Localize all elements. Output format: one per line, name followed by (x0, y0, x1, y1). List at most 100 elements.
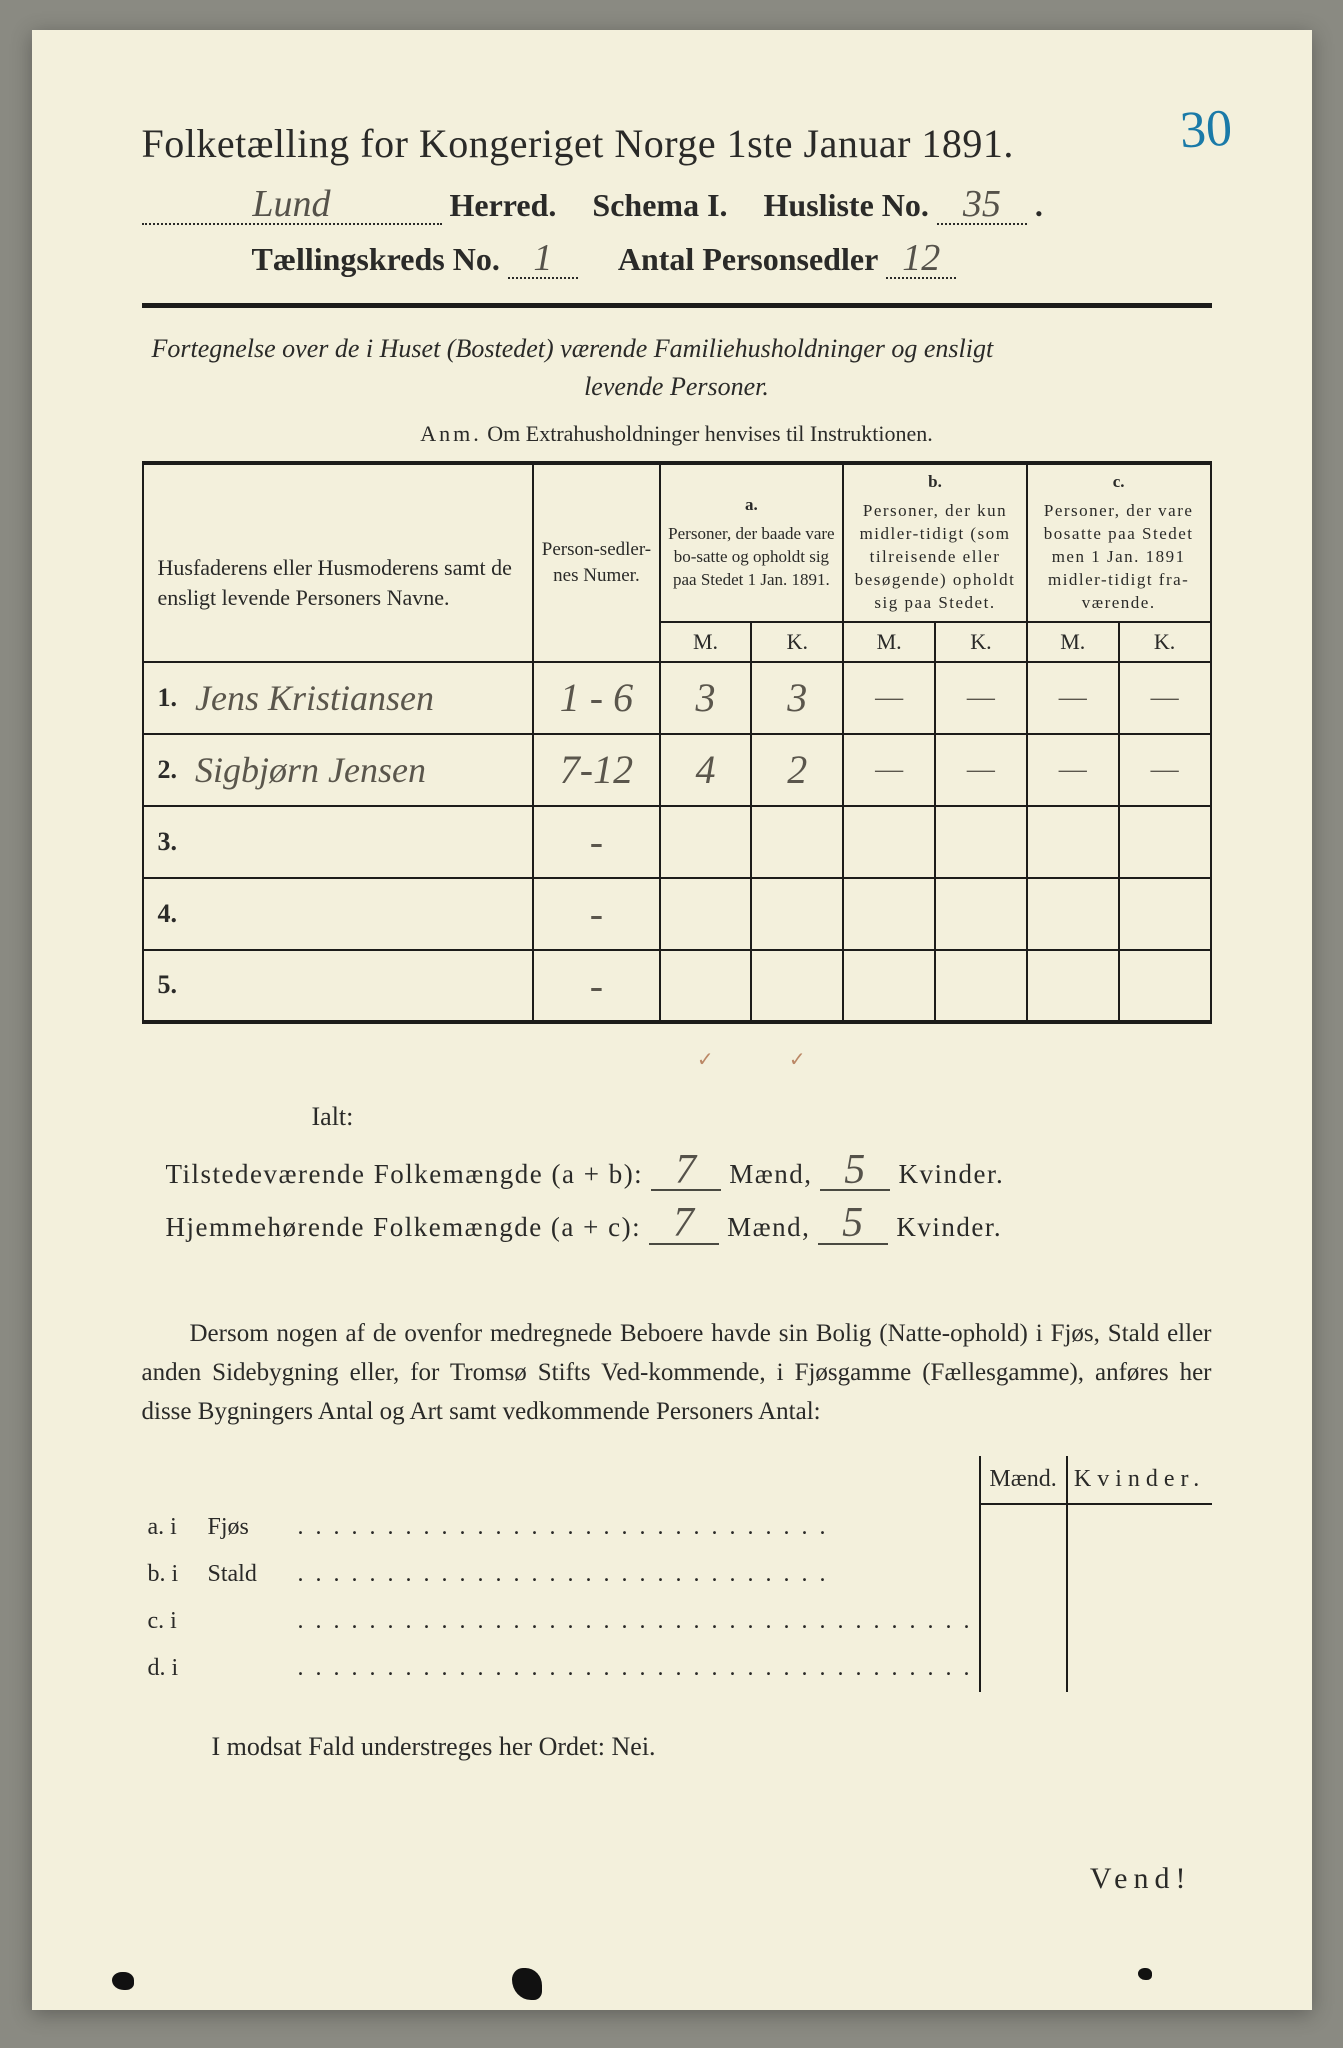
tick-mark: ✓ (757, 1047, 837, 1072)
sedler-range: - (533, 806, 659, 878)
cell-c-m (1027, 950, 1119, 1022)
household-name (189, 950, 533, 1022)
row-number: 5. (143, 950, 189, 1022)
cell-b-k: — (935, 662, 1027, 734)
divider-rule (142, 303, 1212, 308)
cell-b-m (843, 878, 935, 950)
cell-a-m: 4 (660, 734, 752, 806)
nei-line: I modsat Fald understreges her Ordet: Ne… (212, 1732, 1212, 1762)
maend-label: Mænd, (729, 1159, 812, 1190)
anm-prefix: Anm. (420, 421, 482, 446)
cell-a-m (660, 878, 752, 950)
household-table: Husfaderens eller Husmoderens samt de en… (142, 461, 1212, 1023)
dwelling-label: c. i. . . . . . . . . . . . . . . . . . … (142, 1598, 980, 1645)
sedler-range: - (533, 950, 659, 1022)
table-row: 4. - (143, 878, 1211, 950)
totals-l1-m: 7 (651, 1152, 721, 1192)
husliste-value: 35 (937, 185, 1027, 225)
col-a-m: M. (660, 622, 752, 662)
schema-label: Schema I. (592, 187, 727, 224)
row-number: 4. (143, 878, 189, 950)
col-c-label: c. (1034, 471, 1204, 494)
sedler-range: 1 - 6 (533, 662, 659, 734)
dwelling-row: b. iStald. . . . . . . . . . . . . . . .… (142, 1551, 1212, 1598)
totals-l2-k: 5 (818, 1205, 888, 1245)
census-form-page: 30 Folketælling for Kongeriget Norge 1st… (32, 30, 1312, 2010)
ink-blot (112, 1972, 134, 1990)
col-b-header: b. Personer, der kun midler-tidigt (som … (843, 463, 1027, 622)
cell-a-m (660, 950, 752, 1022)
col-b-text: Personer, der kun midler-tidigt (som til… (855, 501, 1016, 612)
tick-marks: ✓ ✓ (142, 1024, 1212, 1096)
sedler-range: - (533, 878, 659, 950)
dwelling-row: c. i. . . . . . . . . . . . . . . . . . … (142, 1598, 1212, 1645)
cell-c-k (1119, 806, 1211, 878)
cell-b-m (843, 806, 935, 878)
household-name (189, 806, 533, 878)
tick-mark: ✓ (665, 1047, 745, 1072)
cell-c-m: — (1027, 662, 1119, 734)
col-b-m: M. (843, 622, 935, 662)
row-number: 1. (143, 662, 189, 734)
kvinder-label: Kvinder. (896, 1212, 1002, 1243)
cell-c-k: — (1119, 734, 1211, 806)
cell-c-k (1119, 950, 1211, 1022)
ink-blot (1138, 1968, 1152, 1980)
cell-b-m (843, 950, 935, 1022)
herred-value: Lund (142, 185, 442, 225)
cell-a-k: 3 (751, 662, 843, 734)
antal-value: 12 (886, 239, 956, 279)
table-row: 5. - (143, 950, 1211, 1022)
col-c-header: c. Personer, der vare bosatte paa Stedet… (1027, 463, 1211, 622)
row-number: 3. (143, 806, 189, 878)
ink-blot (512, 1968, 542, 2000)
col-names-header: Husfaderens eller Husmoderens samt de en… (143, 463, 534, 661)
cell-b-m: — (843, 662, 935, 734)
household-name: Jens Kristiansen (189, 662, 533, 734)
totals-l2-m: 7 (649, 1205, 719, 1245)
cell-c-k: — (1119, 662, 1211, 734)
col-a-k: K. (751, 622, 843, 662)
kreds-label: Tællingskreds No. (252, 241, 500, 278)
col-a-header: a. Personer, der baade vare bo-satte og … (660, 463, 844, 622)
totals-line-1: Tilstedeværende Folkemængde (a + b): 7 M… (166, 1152, 1212, 1192)
col-c-text: Personer, der vare bosatte paa Stedet me… (1044, 501, 1194, 612)
dwelling-label: d. i. . . . . . . . . . . . . . . . . . … (142, 1645, 980, 1692)
col-a-text: Personer, der baade vare bo-satte og oph… (668, 524, 834, 589)
cell-c-m: — (1027, 734, 1119, 806)
herred-line: Lund Herred. Schema I. Husliste No. 35 . (142, 185, 1212, 225)
dwelling-label: b. iStald. . . . . . . . . . . . . . . .… (142, 1551, 980, 1598)
dwelling-maend (980, 1598, 1067, 1645)
cell-b-k (935, 878, 1027, 950)
col-b-k: K. (935, 622, 1027, 662)
totals-l1-label: Tilstedeværende Folkemængde (a + b): (166, 1159, 644, 1190)
dwelling-label: a. iFjøs. . . . . . . . . . . . . . . . … (142, 1504, 980, 1551)
totals-l2-label: Hjemmehørende Folkemængde (a + c): (166, 1212, 642, 1243)
ialt-label: Ialt: (312, 1102, 1212, 1132)
cell-a-m (660, 806, 752, 878)
herred-label: Herred. (450, 187, 557, 224)
maend-label: Mænd, (727, 1212, 810, 1243)
dwelling-maend (980, 1645, 1067, 1692)
dwelling-kvinder (1067, 1598, 1212, 1645)
cell-c-k (1119, 878, 1211, 950)
kvinder-label: Kvinder. (898, 1159, 1004, 1190)
kreds-value: 1 (508, 239, 578, 279)
col-c-k: K. (1119, 622, 1211, 662)
cell-b-m: — (843, 734, 935, 806)
cell-a-k (751, 950, 843, 1022)
totals-l1-k: 5 (820, 1152, 890, 1192)
col-b-label: b. (850, 471, 1020, 494)
col-c-m: M. (1027, 622, 1119, 662)
dwelling-kvinder (1067, 1645, 1212, 1692)
dwelling-table: Mænd. Kvinder. a. iFjøs. . . . . . . . .… (142, 1456, 1212, 1692)
vend-label: Vend! (142, 1862, 1192, 1896)
dwelling-kvinder (1067, 1551, 1212, 1598)
tbl2-maend-header: Mænd. (980, 1456, 1067, 1504)
anm-text: Om Extrahusholdninger henvises til Instr… (487, 421, 932, 446)
anm-note: Anm. Om Extrahusholdninger henvises til … (142, 421, 1212, 447)
col-names-text: Husfaderens eller Husmoderens samt de en… (158, 513, 519, 612)
cell-b-k (935, 950, 1027, 1022)
cell-c-m (1027, 806, 1119, 878)
cell-a-m: 3 (660, 662, 752, 734)
